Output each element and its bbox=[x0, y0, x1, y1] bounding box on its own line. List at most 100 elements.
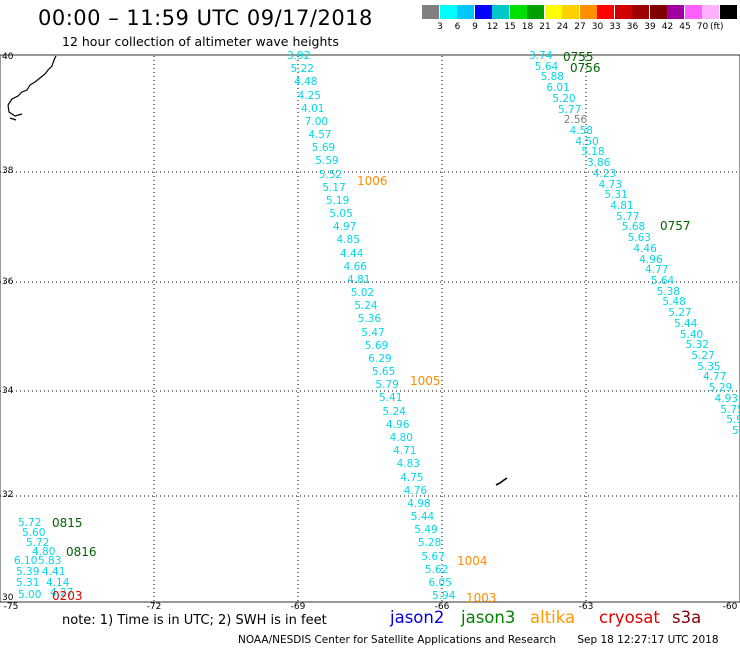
pass-time-label: 1005 bbox=[410, 374, 441, 388]
pass-time-label: 0815 bbox=[52, 516, 83, 530]
wave-height-value: 5.32 bbox=[685, 339, 709, 352]
lat-label: 40 bbox=[2, 52, 14, 62]
wave-height-value: 5.41 bbox=[379, 392, 403, 405]
legend-jason2: jason2 bbox=[390, 608, 445, 627]
pass-time-label: 0757 bbox=[660, 219, 691, 233]
scale-label: 30 bbox=[591, 22, 604, 32]
wave-height-value: 5.75 bbox=[720, 403, 740, 416]
scale-label: 3 bbox=[437, 22, 443, 32]
wave-height-value: 5.24 bbox=[354, 300, 378, 313]
wave-height-value: 4.97 bbox=[333, 221, 357, 234]
wave-height-value: 5.60 bbox=[22, 527, 46, 539]
lon-label: -66 bbox=[434, 602, 450, 612]
wave-height-value: 4.48 bbox=[294, 76, 318, 89]
scale-label: 24 bbox=[556, 22, 569, 32]
wave-height-value: 4.96 bbox=[386, 418, 410, 431]
wave-height-value: 4.66 bbox=[343, 260, 367, 273]
wave-height-value: 4.80 bbox=[32, 546, 56, 558]
wave-height-value: 5.77 bbox=[558, 103, 582, 116]
scale-swatch bbox=[702, 5, 719, 19]
wave-height-value: 5.48 bbox=[662, 296, 686, 309]
wave-height-value: 4.77 bbox=[703, 371, 727, 384]
wave-height-value: 4.14 bbox=[46, 577, 70, 589]
scale-swatch bbox=[474, 5, 492, 19]
footer-org: NOAA/NESDIS Center for Satellite Applica… bbox=[238, 634, 556, 646]
scale-label: 6 bbox=[454, 22, 461, 32]
map-frame bbox=[0, 54, 740, 603]
wave-height-value: 3.92 bbox=[287, 50, 311, 62]
wave-height-value: 4.83 bbox=[396, 458, 420, 471]
wave-height-value: 5.38 bbox=[656, 285, 680, 298]
wave-height-value: 4.76 bbox=[403, 484, 428, 497]
pass-time-label: 0755 bbox=[563, 50, 594, 64]
wave-height-value: 4.27 bbox=[50, 587, 74, 599]
scale-swatch bbox=[492, 5, 509, 19]
map-subtitle: 12 hour collection of altimeter wave hei… bbox=[62, 34, 339, 49]
wave-height-value: 5.83 bbox=[38, 555, 62, 567]
wave-height-value: 5.44 bbox=[410, 511, 435, 523]
wave-height-value: 5.35 bbox=[697, 360, 721, 373]
wave-height-value: 5.64 bbox=[650, 275, 675, 287]
scale-label: 9 bbox=[472, 22, 478, 32]
wave-height-value: 4.85 bbox=[336, 234, 360, 247]
wave-height-value: 4.77 bbox=[645, 264, 669, 277]
wave-height-value: 5.59 bbox=[315, 155, 339, 168]
wave-height-value: 3.86 bbox=[587, 157, 611, 170]
wave-height-value: 6.10 bbox=[14, 555, 38, 567]
scale-swatch bbox=[579, 5, 597, 19]
wave-height-value: 5.49 bbox=[414, 524, 438, 537]
wave-height-value: 5.05 bbox=[329, 208, 353, 220]
wave-height-value: 5.72 bbox=[26, 537, 50, 549]
lat-lon-grid bbox=[0, 56, 740, 602]
nova-scotia-coast bbox=[7, 55, 57, 121]
wave-height-value: 5.65 bbox=[371, 366, 396, 379]
map-title: 00:00 – 11:59 UTC 09/17/2018 bbox=[38, 6, 373, 30]
scale-label: 27 bbox=[574, 22, 586, 32]
lat-label: 30 bbox=[2, 593, 14, 603]
pass-time-label: 0816 bbox=[66, 545, 97, 559]
wave-height-value: 5.20 bbox=[552, 92, 576, 105]
scale-swatch bbox=[719, 5, 737, 19]
pass-time-label: 1004 bbox=[457, 554, 488, 568]
wave-height-value: 6.29 bbox=[368, 352, 392, 365]
scale-swatch bbox=[684, 5, 702, 19]
legend-jason3: jason3 bbox=[461, 608, 516, 627]
wave-height-value: 5.24 bbox=[382, 405, 406, 418]
lat-label: 34 bbox=[2, 386, 14, 396]
wave-height-value: 4.01 bbox=[301, 102, 325, 115]
scale-label: 21 bbox=[539, 22, 551, 32]
pass-time-label: 0756 bbox=[570, 61, 601, 75]
scale-swatch bbox=[597, 5, 614, 19]
pass-time-label: 0203 bbox=[52, 589, 83, 603]
wave-height-value: 4.44 bbox=[340, 247, 364, 260]
wave-height-value: 5.00 bbox=[18, 589, 42, 601]
wave-height-value: 5.19 bbox=[325, 194, 350, 207]
wave-height-value: 5.36 bbox=[357, 313, 382, 326]
wave-height-value: 5.52 bbox=[318, 168, 343, 181]
wave-height-value: 4.46 bbox=[633, 242, 657, 255]
wave-height-value: 5.29 bbox=[708, 382, 733, 395]
scale-label: 18 bbox=[521, 22, 534, 32]
scale-label: 70 bbox=[696, 22, 709, 32]
lon-label: -60 bbox=[722, 602, 738, 612]
wave-height-value: 5.72 bbox=[18, 517, 42, 529]
wave-height-value: 5.27 bbox=[691, 350, 715, 362]
footer: NOAA/NESDIS Center for Satellite Applica… bbox=[238, 634, 737, 646]
wave-height-value: 5.47 bbox=[361, 326, 385, 339]
footer-timestamp: Sep 18 12:27:17 UTC 2018 bbox=[577, 634, 719, 646]
wave-height-value: 5.67 bbox=[421, 550, 445, 563]
wave-height-value: 5. bbox=[732, 425, 740, 437]
scale-swatch bbox=[649, 5, 667, 19]
wave-height-value: 5.79 bbox=[375, 379, 399, 392]
wave-height-value: 4.73 bbox=[598, 178, 622, 191]
scale-label: 39 bbox=[644, 22, 656, 32]
pass-time-label: 1006 bbox=[357, 174, 388, 188]
legend-cryosat: cryosat bbox=[599, 608, 660, 627]
wave-height-value: 4.81 bbox=[347, 273, 371, 286]
wave-height-value: 5.40 bbox=[679, 328, 704, 341]
wave-height-value: 5.31 bbox=[16, 577, 40, 589]
coastline bbox=[7, 55, 508, 486]
scale-swatch bbox=[667, 5, 684, 19]
scale-label: 36 bbox=[626, 22, 639, 32]
wave-height-value: 6.05 bbox=[428, 576, 452, 589]
